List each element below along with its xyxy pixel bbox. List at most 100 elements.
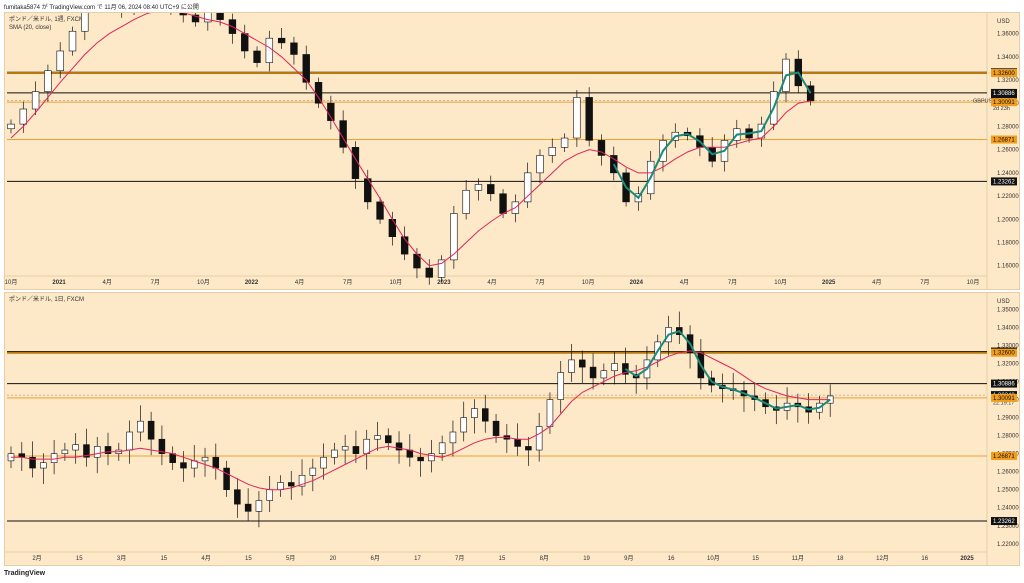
x-tick-label: 10月: [582, 279, 595, 286]
candle-body: [265, 37, 274, 63]
x-tick-label: 3月: [117, 555, 126, 562]
candle-body: [806, 85, 815, 102]
y-tick-label: 1.26000: [997, 148, 1019, 154]
candle-body: [579, 359, 586, 368]
x-tick-label: 10月: [389, 279, 402, 286]
candle-body: [428, 453, 435, 462]
x-tick-label: 19: [583, 556, 590, 562]
x-tick-label: 7月: [920, 279, 929, 286]
candle-body: [331, 449, 338, 458]
x-tick-label: 10月: [707, 555, 720, 562]
x-tick-label: 16: [921, 556, 928, 562]
candle-body: [277, 482, 284, 491]
candle-body: [201, 456, 209, 462]
candle-body: [492, 420, 500, 436]
candle-body: [589, 366, 597, 379]
y-tick-label: 1.26000: [997, 470, 1019, 476]
y-tick-label: 1.16000: [997, 264, 1019, 270]
x-tick-label: 15: [752, 556, 759, 562]
candle-body: [44, 70, 52, 92]
price-tag: [991, 88, 1017, 97]
candle-body: [31, 91, 40, 110]
x-tick-label: 2024: [630, 280, 644, 286]
candle-body: [158, 438, 166, 454]
x-tick-label: 8月: [540, 555, 549, 562]
price-tag: [991, 98, 1017, 107]
x-tick-label: 12月: [876, 555, 889, 562]
candle-body: [244, 503, 252, 512]
y-tick-label: 1.32000: [997, 78, 1019, 84]
weekly-chart-panel[interactable]: ポンド／米ドル, 1週, FXCM SMA (20, close) USD 1.3…: [4, 12, 1020, 290]
weekly-legend: ポンド／米ドル, 1週, FXCM SMA (20, close): [9, 16, 84, 32]
daily-chart-svg[interactable]: USD1.350001.340001.330001.320001.310001.…: [5, 293, 1019, 565]
candle-body: [241, 33, 249, 52]
x-tick-label: 4月: [680, 279, 689, 286]
candle-body: [72, 444, 79, 451]
y-tick-label: 1.32000: [997, 362, 1019, 368]
weekly-title: ポンド／米ドル, 1週, FXCM: [9, 17, 85, 23]
x-tick-label: 7月: [151, 279, 160, 286]
countdown-bg: [991, 104, 1017, 112]
weekly-indicator: SMA (20, close): [9, 25, 52, 31]
y-tick-label: 1.34000: [997, 55, 1019, 61]
x-tick-label: 4月: [201, 555, 210, 562]
x-tick-label: 4月: [103, 279, 112, 286]
x-tick-label: 2022: [245, 280, 259, 286]
candle-body: [137, 420, 144, 433]
candle-body: [266, 489, 273, 501]
y-tick-label: 1.28000: [997, 434, 1019, 440]
x-tick-label: 20: [330, 556, 337, 562]
countdown-bg: [991, 399, 1017, 407]
y-tick-label: 1.23000: [997, 524, 1019, 530]
candle-body: [557, 372, 564, 400]
candle-body: [147, 420, 155, 440]
x-tick-label: 9月: [624, 555, 633, 562]
candle-body: [388, 218, 397, 237]
y-tick-label: 1.20000: [997, 217, 1019, 223]
candle-body: [93, 446, 101, 458]
price-axis: [987, 13, 1019, 289]
x-tick-label: 10月: [967, 279, 980, 286]
x-tick-label: 2月: [32, 555, 41, 562]
candle-body: [610, 155, 618, 174]
wave-line: [612, 71, 812, 200]
x-tick-label: 2023: [437, 280, 451, 286]
weekly-chart-svg[interactable]: USD1.360001.340001.320001.300001.280001.…: [5, 13, 1019, 289]
x-tick-label: 15: [245, 556, 252, 562]
candle-body: [363, 438, 370, 454]
candle-body: [191, 14, 200, 23]
x-tick-label: 15: [499, 556, 506, 562]
y-tick-label: 1.18000: [997, 241, 1019, 247]
candle-body: [560, 137, 569, 148]
price-tag-label: 1.30886: [993, 91, 1015, 97]
candle-body: [384, 435, 392, 444]
candle-body: [287, 482, 295, 487]
candle-body: [169, 453, 176, 463]
candle-body: [212, 456, 220, 469]
price-tag-label: 1.23262: [993, 519, 1015, 525]
candle-body: [450, 213, 458, 261]
candle-body: [374, 435, 381, 440]
price-tag-label: 1.32600: [993, 351, 1015, 357]
x-tick-label: 6月: [371, 555, 380, 562]
x-tick-label: 4月: [295, 279, 304, 286]
daily-chart-panel[interactable]: ポンド／米ドル, 1日, FXCM USD 1.35000 1.34000 1.330…: [4, 292, 1020, 566]
candle-body: [253, 50, 261, 63]
price-tag-label: 1.26871: [993, 454, 1015, 460]
x-tick-label: 2025: [822, 280, 836, 286]
candle-body: [18, 453, 26, 458]
candle-body: [536, 155, 544, 174]
x-tick-label: 2025: [960, 556, 974, 562]
candle-body: [234, 489, 241, 505]
candle-body: [29, 456, 36, 469]
candle-body: [425, 267, 433, 278]
candle-body: [277, 37, 286, 44]
candle-body: [68, 30, 77, 52]
tradingview-brand[interactable]: TradingView: [4, 570, 46, 577]
x-tick-label: 16: [668, 556, 675, 562]
candle-body: [400, 236, 409, 255]
candle-body: [417, 456, 424, 462]
x-tick-label: 7月: [535, 279, 544, 286]
candle-body: [7, 123, 15, 130]
candle-body: [179, 13, 187, 16]
